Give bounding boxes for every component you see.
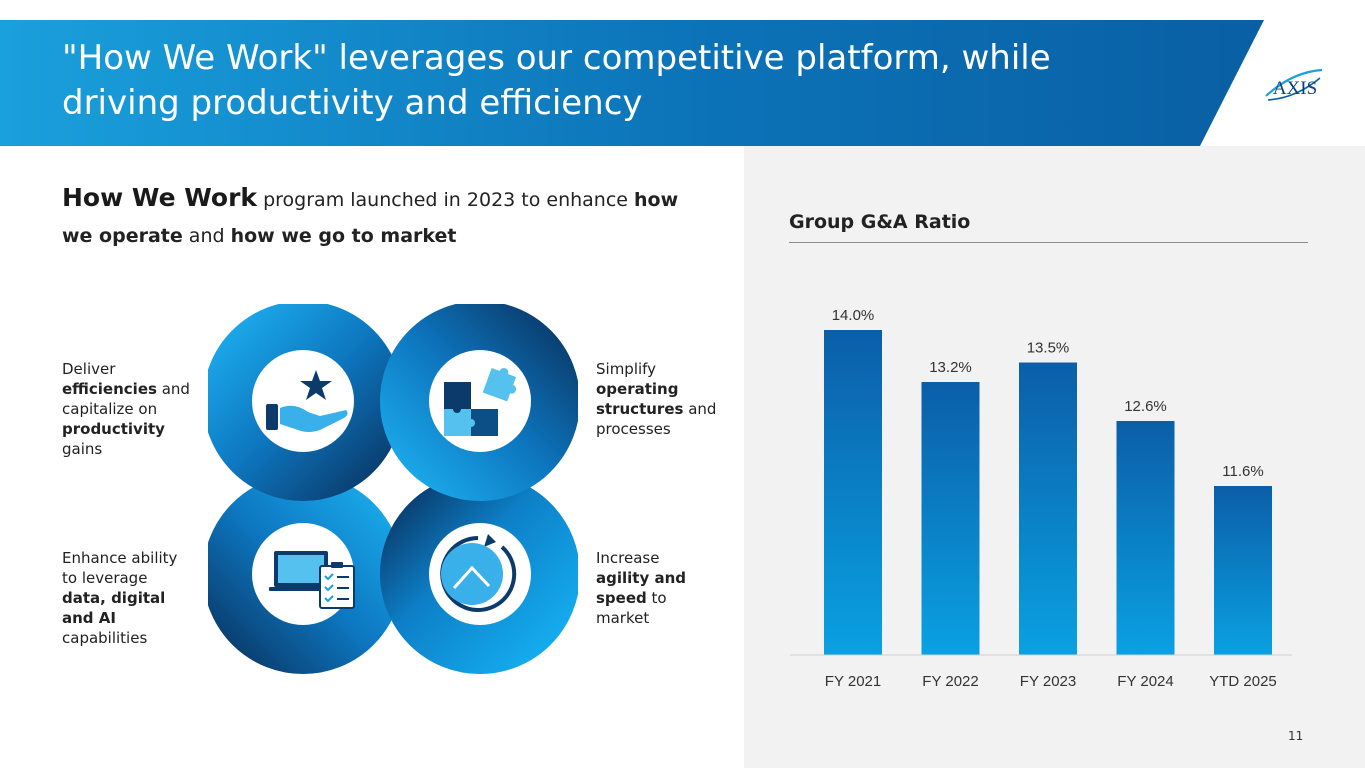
bar-value-label: 12.6% [1124,398,1167,415]
quadrant-line: data, digital [62,589,166,607]
quadrant-line: structures and [596,400,717,418]
quadrant-line: productivity [62,420,165,438]
bar-fy-2022 [921,382,980,655]
header-banner [0,20,1365,146]
bar-value-label: 13.2% [929,359,972,376]
quadrant-line: processes [596,420,671,438]
category-tick-label: YTD 2025 [1209,673,1277,690]
quadrant-line: Increase [596,549,660,567]
quadrant-line: efficiencies and [62,380,190,398]
ring-top-left [203,301,403,501]
quadrant-line: agility and [596,569,686,587]
hand-star-icon [266,370,348,432]
bar-value-label: 13.5% [1027,340,1070,357]
ring-top-right [380,301,580,501]
program-headline: How We Work program launched in 2023 to … [62,183,679,247]
chart-title-rule [789,242,1308,243]
quadrant-text-bottom-left: Enhance ability to leverage data, digital a… [62,548,202,648]
quadrant-line: speed to [596,589,667,607]
clock-refresh-icon [440,534,517,612]
category-tick-label: FY 2024 [1117,673,1173,690]
quadrant-line: Enhance ability [62,549,178,567]
page-title: "How We Work" leverages our competitive … [62,38,1051,123]
puzzle-icon [444,368,517,436]
quadrant-line: capitalize on [62,400,158,418]
quadrant-line: gains [62,440,103,458]
company-logo: AXIS [1262,64,1326,108]
bar-value-label: 11.6% [1222,463,1263,480]
page-number: 11 [1288,729,1304,743]
quadrant-text-bottom-right: Increase agility and speed to market [596,548,736,628]
quadrant-text-top-right: Simplify operating structures and processes [596,359,736,439]
quadrant-text-top-left: Deliver efficiencies and capitalize on prod… [62,359,202,459]
chart-title: Group G&A Ratio [789,211,971,233]
bar-fy-2023 [1019,362,1077,655]
category-tick-label: FY 2021 [825,673,881,690]
bar-value-label: 14.0% [832,307,875,324]
bar-fy-2021 [824,330,882,655]
quadrant-line: and AI [62,609,116,627]
quadrant-line: Simplify [596,360,657,378]
bar-ytd-2025 [1214,486,1272,655]
laptop-checklist-icon [269,551,355,609]
svg-text:AXIS: AXIS [1273,78,1317,99]
category-tick-label: FY 2023 [1020,673,1076,690]
category-tick-label: FY 2022 [922,673,978,690]
bar-fy-2024 [1116,421,1175,655]
quadrant-line: market [596,609,650,627]
ga-ratio-bar-chart: 14.0% FY 2021 13.2% FY 2022 13.5% FY 2023 12.6… [790,280,1310,704]
how-we-work-diagram [203,301,580,680]
quadrant-line: capabilities [62,629,148,647]
quadrant-line: Deliver [62,360,116,378]
quadrant-line: to leverage [62,569,148,587]
quadrant-line: operating [596,380,679,398]
